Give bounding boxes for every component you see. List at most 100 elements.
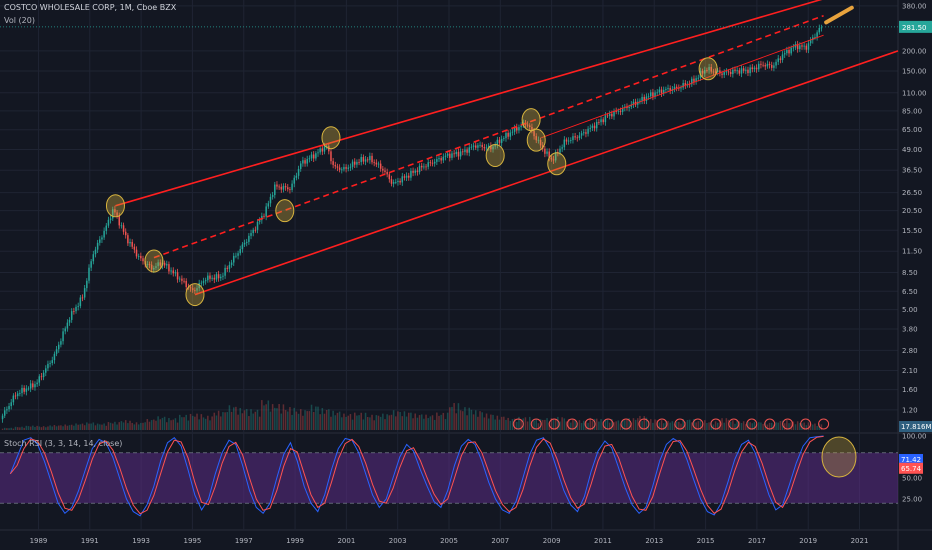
candle-body[interactable] xyxy=(304,160,306,164)
candle-body[interactable] xyxy=(109,218,112,220)
candle-body[interactable] xyxy=(427,162,429,167)
candle-body[interactable] xyxy=(760,63,762,65)
candle-body[interactable] xyxy=(503,138,505,139)
candle-body[interactable] xyxy=(14,395,17,397)
candle-body[interactable] xyxy=(643,96,646,101)
candle-body[interactable] xyxy=(3,410,6,416)
candle-body[interactable] xyxy=(621,107,624,112)
candle-body[interactable] xyxy=(775,61,777,66)
candle-body[interactable] xyxy=(83,288,86,298)
candle-body[interactable] xyxy=(235,255,237,257)
candle-body[interactable] xyxy=(70,311,73,320)
candle-body[interactable] xyxy=(675,86,678,88)
candle-body[interactable] xyxy=(589,127,592,129)
candle-body[interactable] xyxy=(64,328,66,332)
dividend-marker[interactable] xyxy=(800,418,812,430)
candle-body[interactable] xyxy=(232,255,235,263)
candle-body[interactable] xyxy=(73,311,75,312)
candle-body[interactable] xyxy=(570,140,572,141)
candle-body[interactable] xyxy=(347,167,350,169)
candle-body[interactable] xyxy=(185,281,187,288)
candle-body[interactable] xyxy=(120,225,123,227)
candle-body[interactable] xyxy=(250,233,252,236)
candle-body[interactable] xyxy=(516,127,518,131)
candle-body[interactable] xyxy=(617,110,620,112)
candle-body[interactable] xyxy=(256,221,259,230)
dividend-marker[interactable] xyxy=(530,418,542,430)
candle-body[interactable] xyxy=(691,78,693,85)
candle-body[interactable] xyxy=(23,387,25,392)
candle-body[interactable] xyxy=(122,225,125,232)
candle-body[interactable] xyxy=(379,163,382,169)
candle-body[interactable] xyxy=(580,133,583,136)
candle-body[interactable] xyxy=(729,72,732,75)
candle-body[interactable] xyxy=(414,170,416,173)
candle-body[interactable] xyxy=(194,290,196,291)
candle-body[interactable] xyxy=(466,149,468,153)
stoch-rsi-indicator-label[interactable]: Stoch RSI (3, 3, 14, 14, close) xyxy=(4,439,123,448)
candle-body[interactable] xyxy=(284,186,287,188)
candle-body[interactable] xyxy=(42,372,45,378)
candle-body[interactable] xyxy=(656,92,658,94)
candle-body[interactable] xyxy=(306,159,308,164)
candle-body[interactable] xyxy=(513,127,516,132)
candle-body[interactable] xyxy=(60,341,62,345)
candle-body[interactable] xyxy=(587,128,589,134)
candle-body[interactable] xyxy=(727,71,730,73)
candle-body[interactable] xyxy=(619,110,622,112)
candle-body[interactable] xyxy=(669,88,671,91)
candle-body[interactable] xyxy=(753,67,756,70)
candle-body[interactable] xyxy=(377,163,380,165)
candle-body[interactable] xyxy=(734,69,736,71)
candle-body[interactable] xyxy=(19,393,21,394)
candle-body[interactable] xyxy=(146,264,149,265)
candle-body[interactable] xyxy=(723,72,725,75)
candle-body[interactable] xyxy=(183,280,185,282)
candle-body[interactable] xyxy=(315,153,317,159)
candle-body[interactable] xyxy=(563,139,566,148)
candle-body[interactable] xyxy=(209,275,211,279)
candle-body[interactable] xyxy=(436,159,438,162)
candle-body[interactable] xyxy=(351,161,354,167)
candle-body[interactable] xyxy=(382,168,384,171)
candle-body[interactable] xyxy=(595,121,598,129)
candle-body[interactable] xyxy=(258,220,261,222)
candle-body[interactable] xyxy=(446,153,449,156)
candle-body[interactable] xyxy=(600,119,602,123)
candle-body[interactable] xyxy=(21,387,23,394)
candle-body[interactable] xyxy=(548,151,550,158)
candle-body[interactable] xyxy=(237,253,239,256)
candle-body[interactable] xyxy=(758,63,760,70)
candle-body[interactable] xyxy=(312,154,315,159)
candle-body[interactable] xyxy=(704,70,706,74)
candle-body[interactable] xyxy=(740,68,743,74)
candle-body[interactable] xyxy=(384,170,386,172)
candle-body[interactable] xyxy=(189,287,192,289)
dividend-marker[interactable] xyxy=(638,418,650,430)
candle-body[interactable] xyxy=(652,92,654,97)
candle-body[interactable] xyxy=(289,189,291,190)
candle-body[interactable] xyxy=(820,27,823,29)
candle-body[interactable] xyxy=(537,139,540,141)
candle-body[interactable] xyxy=(479,144,481,146)
candle-body[interactable] xyxy=(520,125,522,128)
candle-body[interactable] xyxy=(574,136,576,138)
volume-indicator-label[interactable]: Vol (20) xyxy=(4,16,35,25)
candle-body[interactable] xyxy=(386,171,388,175)
candle-body[interactable] xyxy=(101,237,103,240)
candle-body[interactable] xyxy=(107,219,110,226)
candle-body[interactable] xyxy=(509,132,512,137)
candle-body[interactable] xyxy=(397,180,399,182)
candle-body[interactable] xyxy=(665,88,667,90)
candle-body[interactable] xyxy=(302,160,304,164)
candle-body[interactable] xyxy=(150,264,153,270)
candle-body[interactable] xyxy=(779,58,782,60)
dividend-marker[interactable] xyxy=(548,418,560,430)
candle-body[interactable] xyxy=(799,45,801,50)
candle-body[interactable] xyxy=(1,415,4,420)
candle-body[interactable] xyxy=(49,363,51,364)
candle-body[interactable] xyxy=(198,283,200,289)
candle-body[interactable] xyxy=(442,156,445,161)
candle-body[interactable] xyxy=(647,96,650,98)
candle-body[interactable] xyxy=(172,270,175,274)
